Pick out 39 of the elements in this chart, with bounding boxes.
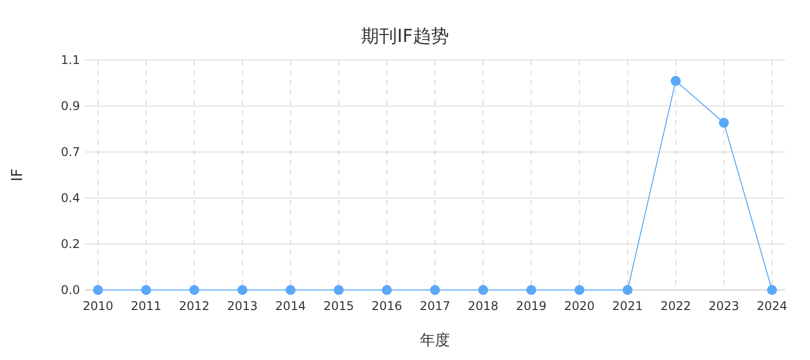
- point: [622, 285, 633, 295]
- point: [526, 285, 536, 295]
- x-tick-label: 2023: [708, 299, 740, 313]
- x-tick-label: 2022: [660, 299, 691, 313]
- point: [430, 285, 440, 295]
- point: [670, 76, 681, 86]
- y-tick-label: 0.4: [60, 191, 80, 205]
- y-tick-label: 0.7: [60, 145, 80, 159]
- point: [237, 285, 248, 295]
- point: [574, 285, 584, 295]
- x-tick-label: 2018: [468, 299, 498, 313]
- x-tick-label: 2021: [612, 299, 643, 313]
- y-tick-label: 0.0: [60, 283, 80, 297]
- point: [718, 118, 729, 128]
- chart-title: 期刊IF趋势: [361, 26, 449, 47]
- x-tick-label: 2012: [179, 299, 210, 313]
- y-tick-label: 1.1: [60, 53, 80, 67]
- y-tick-label: 0.2: [60, 237, 80, 251]
- x-tick-label: 2019: [516, 299, 547, 313]
- x-axis-title: 年度: [420, 331, 450, 349]
- x-tick-label: 2020: [564, 299, 595, 313]
- x-tick-label: 2014: [275, 299, 306, 313]
- x-tick-label: 2017: [420, 299, 450, 313]
- point: [334, 285, 344, 295]
- point: [189, 285, 200, 295]
- x-tick-label: 2013: [227, 299, 258, 313]
- point: [382, 285, 392, 295]
- point: [478, 285, 488, 295]
- point: [767, 285, 777, 295]
- y-axis-title: IF: [8, 168, 26, 182]
- point: [141, 285, 152, 295]
- y-tick-label: 0.9: [60, 99, 80, 113]
- x-tick-label: 2010: [82, 299, 114, 313]
- x-tick-label: 2016: [372, 299, 402, 313]
- point: [286, 285, 296, 295]
- x-tick-label: 2024: [756, 299, 788, 313]
- x-tick-label: 2011: [130, 299, 162, 313]
- x-tick-label: 2015: [323, 299, 354, 313]
- point: [93, 285, 103, 295]
